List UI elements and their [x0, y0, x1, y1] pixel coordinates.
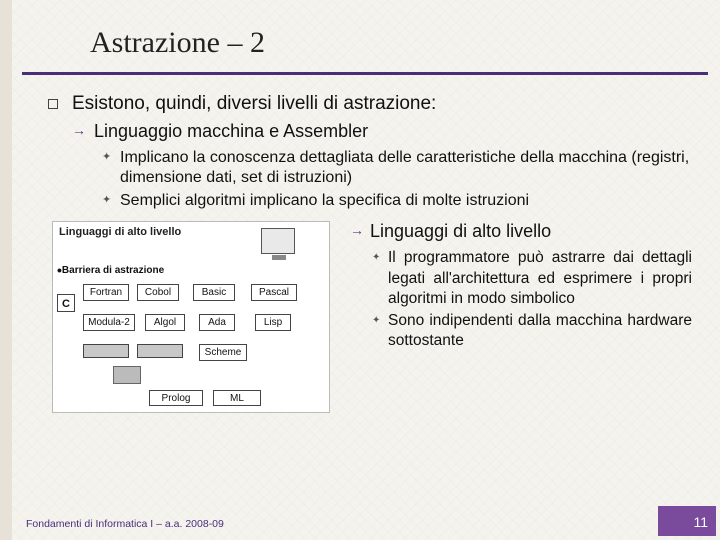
slide: Astrazione – 2 Esistono, quindi, diversi… — [12, 0, 720, 540]
diagram-cell-grey: x — [83, 344, 129, 358]
diagram-cell: Ada — [199, 314, 235, 331]
content-area: Esistono, quindi, diversi livelli di ast… — [12, 75, 720, 413]
bullet-l3d-text: Sono indipendenti dalla macchina hardwar… — [388, 312, 692, 349]
computer-icon — [261, 228, 295, 254]
two-column-row: Linguaggi di alto livello •Barriera di a… — [48, 221, 692, 413]
diagram-heading: Linguaggi di alto livello — [59, 226, 181, 238]
diagram-cell: Fortran — [83, 284, 129, 301]
bullet-level3: Il programmatore può astrarre dai dettag… — [348, 248, 692, 308]
text-column: Linguaggi di alto livello Il programmato… — [338, 221, 692, 413]
diagram-cell: Pascal — [251, 284, 297, 301]
bullet-l3c-text: Il programmatore può astrarre dai dettag… — [388, 249, 692, 306]
bullet-level3: Semplici algoritmi implicano la specific… — [48, 191, 692, 211]
diagram-cell: ML — [213, 390, 261, 406]
bullet-level1: Esistono, quindi, diversi livelli di ast… — [48, 93, 692, 115]
diagram-cell: Algol — [145, 314, 185, 331]
page-number-box: 11 — [658, 506, 716, 536]
diagram-barrier-label: •Barriera di astrazione — [57, 262, 164, 278]
diagram-side-c: C — [57, 294, 75, 312]
diagram-cell: Lisp — [255, 314, 291, 331]
diagram-cell: Prolog — [149, 390, 203, 406]
diagram-cell: Scheme — [199, 344, 247, 361]
diagram-cell: Cobol — [137, 284, 179, 301]
left-margin-bar — [0, 0, 12, 540]
bullet-level3: Sono indipendenti dalla macchina hardwar… — [348, 311, 692, 351]
bullet-l2b-text: Linguaggi di alto livello — [370, 221, 551, 241]
page-number: 11 — [693, 514, 708, 530]
bullet-level2: Linguaggi di alto livello — [348, 221, 692, 242]
languages-diagram: Linguaggi di alto livello •Barriera di a… — [52, 221, 330, 413]
bullet-level2: Linguaggio macchina e Assembler — [48, 121, 692, 142]
diagram-grey-block — [113, 366, 141, 384]
bullet-l1-text: Esistono, quindi, diversi livelli di ast… — [72, 93, 436, 114]
bullet-l3b-text: Semplici algoritmi implicano la specific… — [120, 192, 529, 209]
diagram-cell: Modula-2 — [83, 314, 135, 331]
bullet-l3a-text: Implicano la conoscenza dettagliata dell… — [120, 149, 689, 186]
footer-text: Fondamenti di Informatica I – a.a. 2008-… — [26, 518, 224, 530]
slide-title: Astrazione – 2 — [12, 0, 720, 68]
diagram-column: Linguaggi di alto livello •Barriera di a… — [48, 221, 338, 413]
bullet-level3: Implicano la conoscenza dettagliata dell… — [48, 148, 692, 189]
diagram-cell-grey: x — [137, 344, 183, 358]
bullet-l2a-text: Linguaggio macchina e Assembler — [94, 121, 368, 141]
diagram-bottom-row: Prolog ML — [99, 390, 261, 406]
diagram-cell: Basic — [193, 284, 235, 301]
